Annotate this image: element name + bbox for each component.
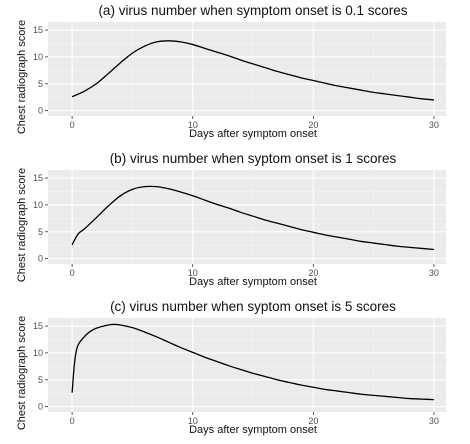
y-tick-label: 10 [33, 200, 43, 210]
y-tick-label: 15 [33, 321, 43, 331]
panel-title: (b) virus number when syptom onset is 1 … [109, 151, 397, 166]
plot-area: 0 10 20 30 0 5 10 15 [33, 170, 446, 278]
panel-title: (a) virus number when symptom onset is 0… [98, 3, 408, 18]
x-tick-label: 0 [70, 268, 75, 278]
y-tick-label: 0 [38, 106, 43, 116]
x-axis-label: Days after symptom onset [189, 424, 317, 436]
y-tick-label: 5 [38, 79, 43, 89]
x-tick-label: 20 [308, 268, 318, 278]
x-tick-label: 20 [308, 416, 318, 426]
y-tick-label: 5 [38, 375, 43, 385]
plot-background [48, 22, 446, 116]
series-line [71, 323, 434, 401]
panel-title: (c) virus number when syptom onset is 5 … [110, 299, 396, 314]
x-tick-label: 0 [70, 416, 75, 426]
y-tick-label: 15 [33, 173, 43, 183]
x-tick-label: 20 [308, 120, 318, 130]
x-tick-label: 30 [429, 416, 439, 426]
y-tick-label: 5 [38, 227, 43, 237]
x-tick-label: 30 [429, 120, 439, 130]
x-tick-label: 10 [188, 416, 198, 426]
plot-background [48, 170, 446, 264]
y-tick-label: 15 [33, 25, 43, 35]
plot-area: 0 10 20 30 0 5 10 15 [33, 22, 446, 130]
panel-a: (a) virus number when symptom onset is 0… [0, 0, 470, 148]
plot-background [48, 318, 446, 412]
y-tick-label: 10 [33, 348, 43, 358]
x-axis-label: Days after symptom onset [189, 128, 317, 140]
y-tick-label: 10 [33, 52, 43, 62]
x-tick-label: 10 [188, 268, 198, 278]
series-line [71, 40, 434, 101]
y-tick-label: 0 [38, 402, 43, 412]
x-tick-label: 0 [70, 120, 75, 130]
x-axis-label: Days after symptom onset [189, 276, 317, 288]
panel-b: (b) virus number when syptom onset is 1 … [0, 148, 470, 296]
plot-area: 0 10 20 30 0 5 10 15 [33, 318, 446, 426]
y-tick-label: 0 [38, 254, 43, 264]
series-line [71, 185, 434, 251]
x-tick-label: 30 [429, 268, 439, 278]
x-tick-label: 10 [188, 120, 198, 130]
panel-c: (c) virus number when syptom onset is 5 … [0, 296, 470, 444]
